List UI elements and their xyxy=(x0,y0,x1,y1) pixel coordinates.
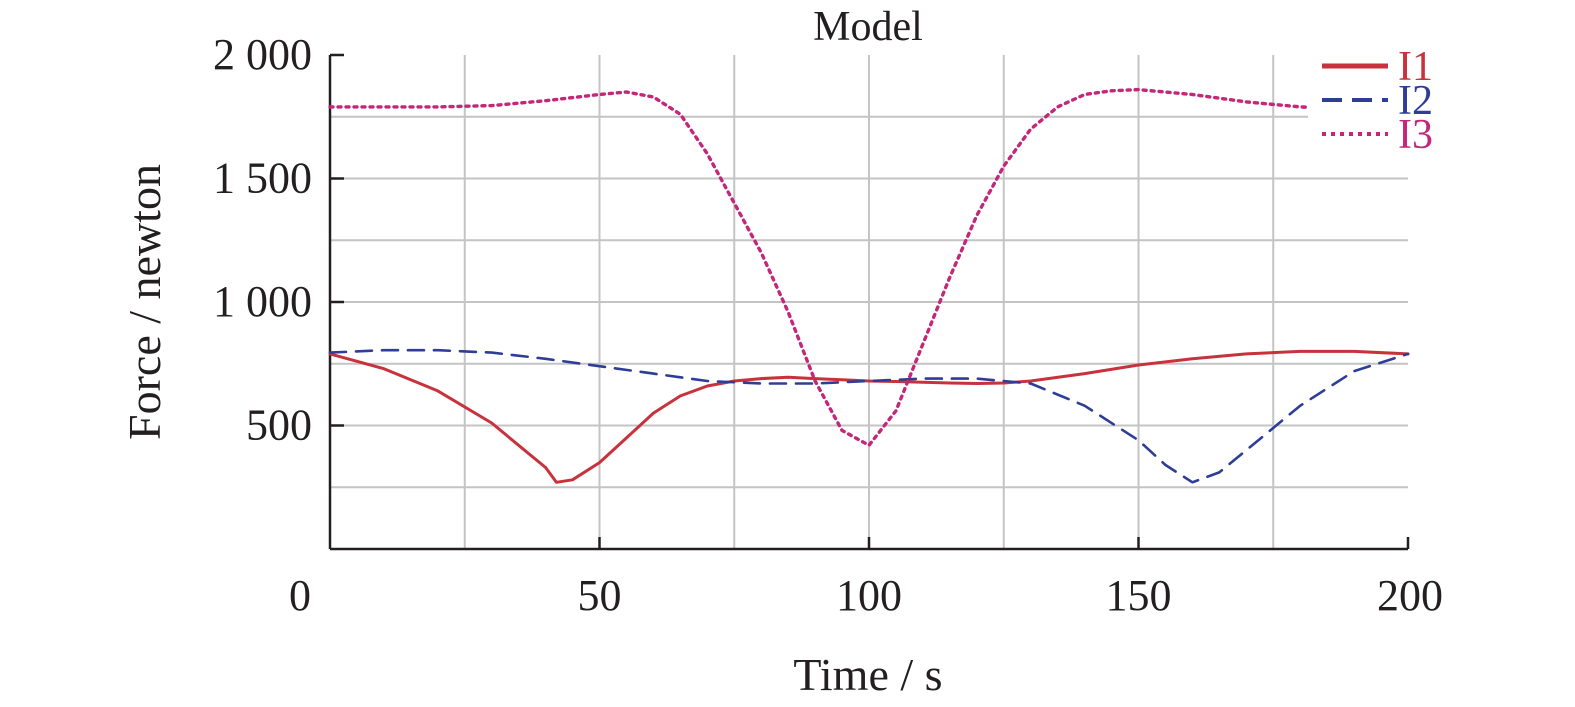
gridlines xyxy=(330,55,1408,549)
x-axis-label: Time / s xyxy=(793,649,942,700)
legend-label-i3: I3 xyxy=(1398,112,1433,158)
series-line-i3 xyxy=(328,87,1356,447)
x-tick-label: 50 xyxy=(578,571,622,620)
chart-title: Model xyxy=(813,4,923,50)
y-tick-label: 1 000 xyxy=(213,277,312,326)
series-lines xyxy=(328,87,1410,484)
x-tick-label: 0 xyxy=(289,571,311,620)
legend-label-i1: I1 xyxy=(1398,44,1433,90)
y-tick-label: 2 000 xyxy=(213,30,312,79)
y-tick-label: 500 xyxy=(246,401,312,450)
series-line-i2 xyxy=(328,348,1410,484)
legend-label-i2: I2 xyxy=(1398,78,1433,124)
tick-labels: 500 1 000 1 500 2 000 0 50 100 150 200 xyxy=(213,30,1443,620)
x-tick-label: 100 xyxy=(836,571,902,620)
x-tick-label: 150 xyxy=(1106,571,1172,620)
y-axis-label: Force / newton xyxy=(119,164,170,440)
x-tick-label: 200 xyxy=(1377,571,1443,620)
axes xyxy=(328,53,1410,551)
series-line-i1 xyxy=(328,349,1410,484)
y-tick-label: 1 500 xyxy=(213,154,312,203)
